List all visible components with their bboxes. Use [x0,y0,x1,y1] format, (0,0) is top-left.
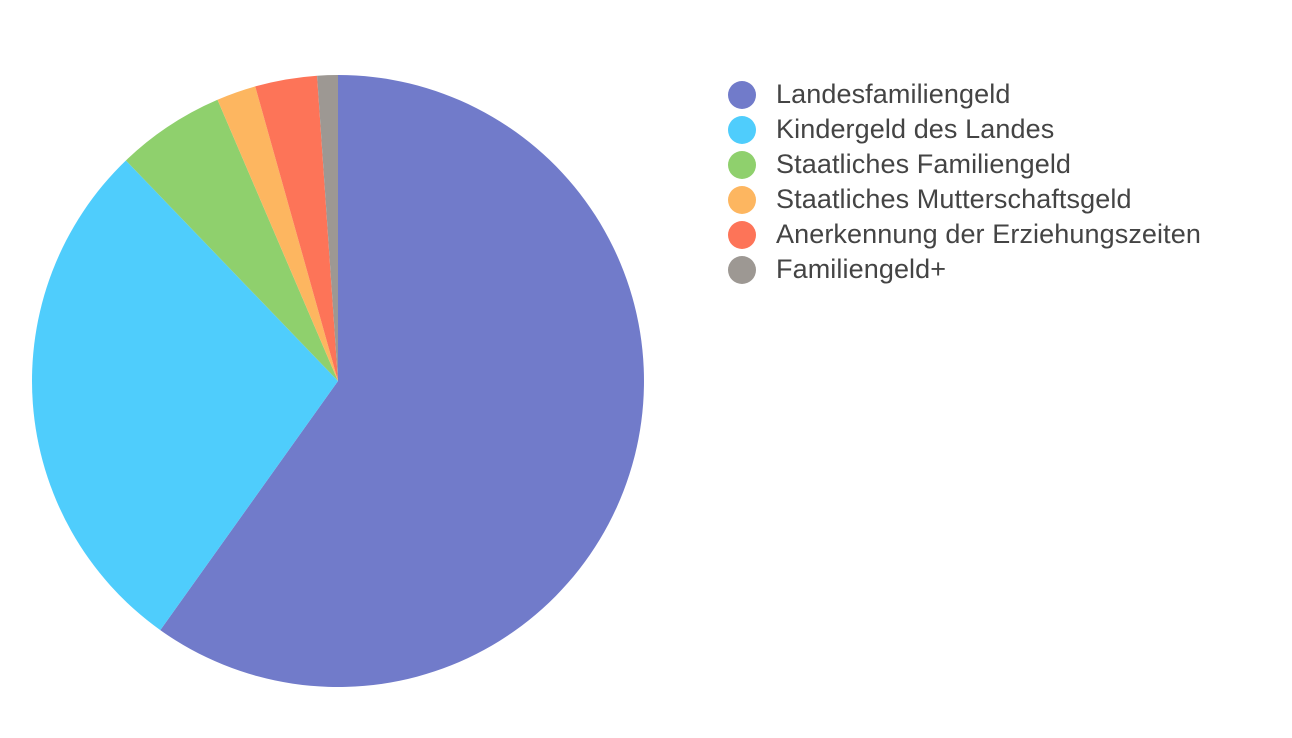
pie-slice [32,160,339,631]
legend-item: Anerkennung der Erziehungszeiten [728,217,1201,252]
legend-swatch [728,255,756,284]
legend-swatch [728,150,756,179]
pie-slice [125,99,338,381]
legend-label: Landesfamiliengeld [776,79,1011,109]
legend-item: Staatliches Mutterschaftsgeld [728,182,1201,217]
legend-item: Kindergeld des Landes [728,112,1201,147]
legend-label: Kindergeld des Landes [776,114,1055,144]
legend-label: Familiengeld+ [776,254,947,284]
legend-swatch [728,185,756,214]
legend-swatch [728,80,756,109]
pie-slice [160,75,644,687]
legend-swatch [728,220,756,249]
pie-slice [255,75,338,381]
legend-item: Landesfamiliengeld [728,77,1201,112]
chart-legend: Landesfamiliengeld Kindergeld des Landes… [728,77,1201,287]
legend-label: Staatliches Mutterschaftsgeld [776,184,1132,214]
legend-label: Anerkennung der Erziehungszeiten [776,219,1201,249]
legend-item: Familiengeld+ [728,252,1201,287]
legend-item: Staatliches Familiengeld [728,147,1201,182]
pie-slice [217,86,338,381]
legend-swatch [728,115,756,144]
pie-slice [317,75,338,381]
legend-label: Staatliches Familiengeld [776,149,1072,179]
